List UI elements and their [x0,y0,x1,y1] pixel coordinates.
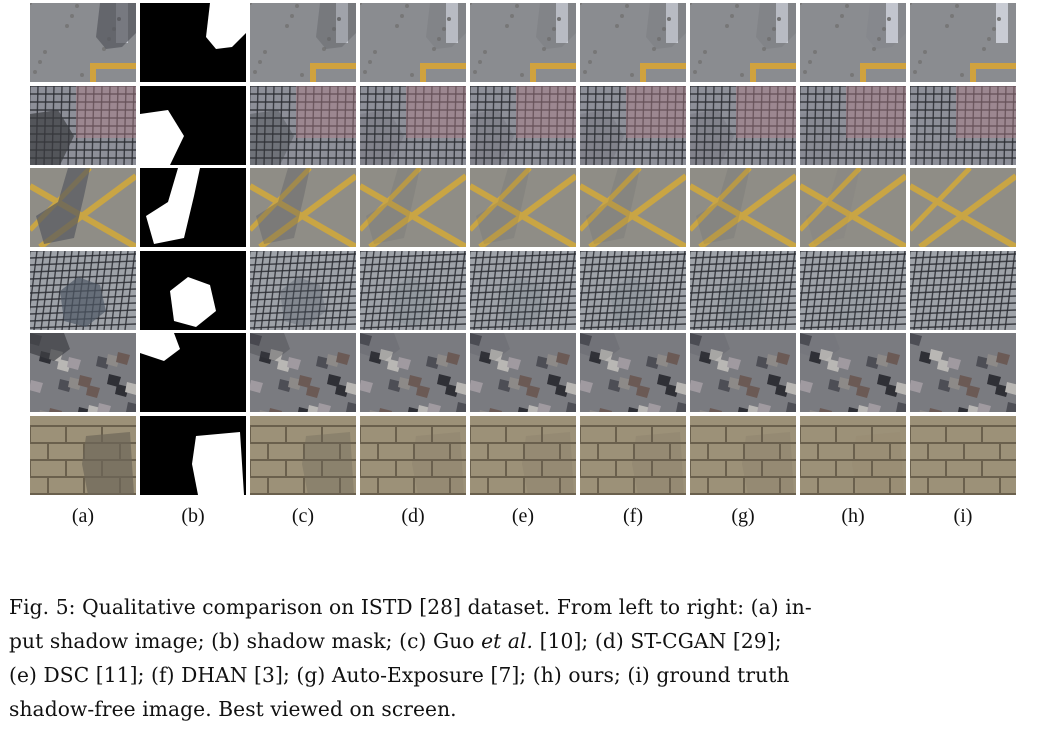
result-image-tile [30,333,136,412]
figure-caption: Fig. 5: Qualitative comparison on ISTD [… [9,590,1039,726]
result-image-tile [580,3,686,82]
result-image-tile [910,415,1016,495]
caption-line-4: shadow-free image. Best viewed on screen… [9,697,457,721]
caption-line-2: put shadow image; (b) shadow mask; (c) G… [9,629,782,653]
column-label: (g) [731,505,755,527]
result-image-tile [250,415,356,495]
column-label: (e) [511,505,535,527]
column-label: (c) [291,505,315,527]
result-image-tile [800,415,906,495]
result-image-tile [140,333,246,412]
result-image-tile [800,85,906,165]
result-image-tile [470,168,576,247]
result-image-tile [470,333,576,412]
result-image-tile [140,3,246,82]
result-image-tile [910,168,1016,247]
result-image-tile [910,85,1016,165]
result-image-tile [910,3,1016,82]
result-image-tile [690,250,796,330]
column-label: (b) [181,505,205,527]
result-image-tile [140,85,246,165]
result-image-tile [690,168,796,247]
caption-line-1: Fig. 5: Qualitative comparison on ISTD [… [9,595,812,619]
column-label: (a) [71,505,95,527]
result-image-tile [580,250,686,330]
result-image-tile [690,3,796,82]
result-image-grid [30,3,1018,495]
result-image-tile [360,85,466,165]
result-image-tile [470,3,576,82]
result-image-tile [30,415,136,495]
result-image-tile [910,333,1016,412]
result-image-tile [690,333,796,412]
column-label: (d) [401,505,425,527]
result-image-tile [250,3,356,82]
result-image-tile [360,250,466,330]
result-image-tile [580,333,686,412]
result-image-tile [470,85,576,165]
column-label: (i) [953,505,973,527]
column-labels: (a) (b) (c) (d) (e) (f) (g) (h) (i) [30,505,1018,531]
result-image-tile [690,85,796,165]
result-image-tile [470,250,576,330]
result-image-tile [800,333,906,412]
result-image-tile [250,250,356,330]
result-image-tile [30,250,136,330]
result-image-tile [580,85,686,165]
result-image-tile [140,415,246,495]
result-image-tile [250,85,356,165]
result-image-tile [690,415,796,495]
result-image-tile [140,168,246,247]
result-image-tile [800,168,906,247]
result-image-tile [360,168,466,247]
result-image-tile [250,168,356,247]
result-image-tile [580,415,686,495]
caption-line-3: (e) DSC [11]; (f) DHAN [3]; (g) Auto-Exp… [9,663,790,687]
column-label: (f) [623,505,643,527]
result-image-tile [250,333,356,412]
result-image-tile [800,250,906,330]
result-image-tile [30,168,136,247]
result-image-tile [30,3,136,82]
column-label: (h) [841,505,865,527]
result-image-tile [360,415,466,495]
result-image-tile [140,250,246,330]
result-image-tile [360,333,466,412]
result-image-tile [580,168,686,247]
result-image-tile [470,415,576,495]
result-image-tile [360,3,466,82]
result-image-tile [30,85,136,165]
result-image-tile [800,3,906,82]
result-image-tile [910,250,1016,330]
